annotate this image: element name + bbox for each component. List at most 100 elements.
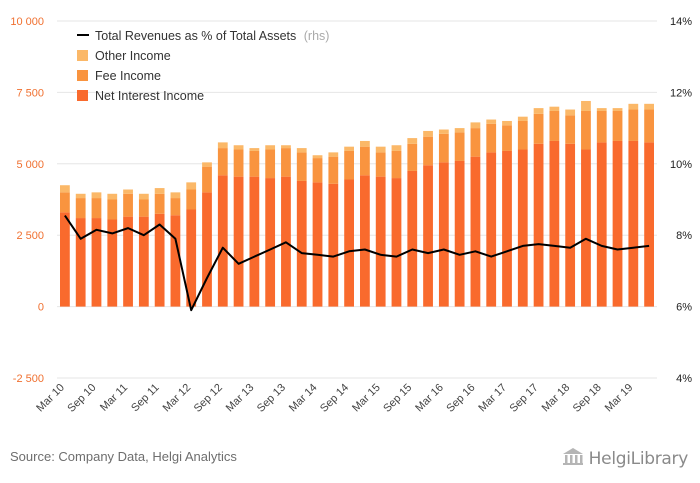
ratio-series-line (64, 215, 650, 312)
bar-segment (170, 198, 181, 216)
bar-segment (249, 148, 260, 151)
bar-segment (344, 150, 354, 180)
legend-swatch-other-income (77, 50, 88, 61)
svg-text:Total Revenues as % of Total A: Total Revenues as % of Total Assets (rhs… (95, 29, 329, 43)
bar-segment (470, 128, 481, 157)
bar-segment (60, 212, 70, 307)
chart-svg: -2 500 0 2 500 5 000 7 500 10 000 4% 6% 8% 10% 12… (10, 16, 692, 415)
bar-segment (217, 142, 228, 149)
left-tick-label: 7 500 (16, 87, 44, 99)
bar-segment (123, 189, 133, 194)
bar-segment (502, 150, 512, 307)
bar-segment (170, 215, 181, 307)
bar-segment (486, 119, 497, 124)
bar-segment (91, 198, 102, 219)
right-tick-label: 6% (676, 302, 692, 314)
bar-segment (312, 158, 323, 183)
bar-segment (502, 125, 512, 151)
bar-segment (581, 110, 591, 150)
bar-segment (107, 193, 118, 200)
bar-segment (360, 175, 370, 307)
bar-segment (60, 185, 70, 193)
bar-segment (596, 142, 607, 307)
right-tick-label: 10% (670, 159, 692, 171)
bar-segment (391, 150, 402, 179)
x-tick-label: Mar 11 (98, 382, 130, 414)
bar-segment (549, 140, 560, 307)
bar-segment (549, 106, 560, 111)
legend-swatch-net-interest-income (77, 90, 88, 101)
legend: Total Revenues as % of Total Assets (rhs… (77, 29, 329, 103)
bar-segment (454, 160, 465, 307)
bar-segment (138, 193, 149, 200)
bar-segment (581, 100, 591, 111)
bar-segment (344, 179, 354, 307)
bar-segment (628, 140, 639, 307)
bar-segment (217, 148, 228, 176)
left-tick-label: 0 (38, 302, 44, 314)
bar-segment (533, 113, 544, 144)
bar-segment (391, 145, 402, 151)
x-tick-label: Sep 16 (444, 382, 477, 415)
bar-segment (486, 123, 497, 153)
bar-segment (644, 142, 654, 307)
bar-segment (360, 140, 370, 147)
bar-segment (565, 115, 576, 144)
bar-segment (91, 192, 102, 199)
bar-segment (281, 148, 291, 177)
bar-segment (123, 216, 133, 307)
x-tick-label: Mar 17 (476, 382, 509, 415)
legend-item-fee-income[interactable]: Fee Income (77, 69, 161, 83)
bar-segment (202, 192, 212, 307)
legend-item-net-interest-income[interactable]: Net Interest Income (77, 89, 204, 103)
bar-segment (517, 149, 528, 307)
bar-segment (533, 143, 544, 307)
bar-segment (138, 216, 149, 307)
x-tick-label: Mar 15 (350, 382, 383, 415)
bar-segment (438, 129, 449, 134)
bar-segment (438, 162, 449, 307)
bar-segment (407, 143, 418, 171)
legend-swatch-fee-income (77, 70, 88, 81)
bar-segment (407, 138, 418, 144)
x-tick-label: Mar 12 (161, 382, 194, 415)
bar-segment (644, 109, 654, 143)
right-tick-label: 12% (670, 87, 692, 99)
bar-segment (375, 152, 386, 177)
bar-segment (312, 182, 323, 307)
right-tick-label: 4% (676, 373, 692, 385)
legend-label-fee-income: Fee Income (95, 69, 161, 83)
bar-segment (202, 166, 212, 193)
bar-segment (265, 145, 276, 150)
bar-segment (328, 156, 339, 184)
bar-segment (328, 152, 339, 157)
bar-segment (60, 192, 70, 213)
legend-label-other-income: Other Income (95, 49, 171, 63)
bar-segment (596, 108, 607, 111)
bar-segment (281, 145, 291, 149)
legend-item-ratio[interactable]: Total Revenues as % of Total Assets (rhs… (77, 29, 329, 43)
bar-segment (470, 122, 481, 129)
bar-segment (249, 176, 260, 307)
bar-segment (75, 193, 86, 199)
bar-segment (612, 108, 623, 111)
bar-segment (565, 143, 576, 307)
x-tick-label: Sep 17 (508, 382, 541, 415)
x-tick-label: Sep 15 (381, 382, 414, 415)
bar-segment (454, 132, 465, 161)
bar-segment (423, 136, 433, 166)
right-axis-ticks: 4% 6% 8% 10% 12% 14% (670, 16, 692, 385)
bar-segment (517, 120, 528, 150)
bar-segment (438, 133, 449, 163)
bar-segment (123, 193, 133, 217)
bar-segment (502, 120, 512, 126)
bar-segment (581, 149, 591, 307)
legend-item-other-income[interactable]: Other Income (77, 49, 171, 63)
legend-label-net-interest-income: Net Interest Income (95, 89, 204, 103)
bar-segment (91, 218, 102, 307)
legend-rhs-note: (rhs) (304, 29, 330, 43)
bar-segment (107, 219, 118, 307)
bar-segment (186, 209, 197, 307)
bar-segment (517, 116, 528, 121)
